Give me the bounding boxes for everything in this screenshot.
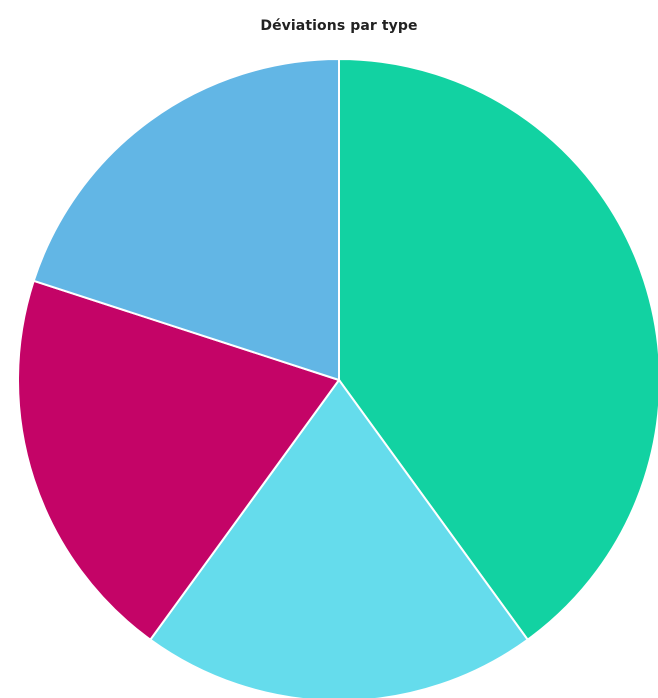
pie-slice-2[interactable] <box>149 379 529 698</box>
pie-slice-4[interactable] <box>32 58 340 381</box>
chart-title: Déviations par type <box>260 18 418 34</box>
pie-slices <box>17 58 658 698</box>
pie-slice-3[interactable] <box>17 279 340 641</box>
pie-slice-1[interactable] <box>338 58 658 641</box>
